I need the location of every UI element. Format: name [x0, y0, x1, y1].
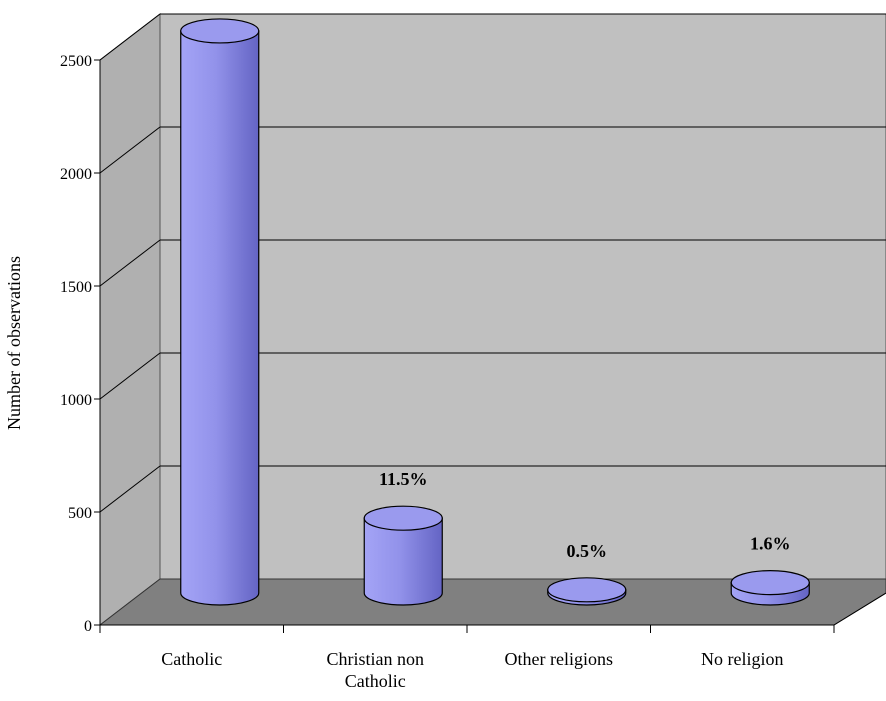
bar	[730, 570, 810, 606]
bar-body	[363, 517, 443, 606]
bar	[180, 18, 260, 606]
y-axis-title: Number of observations	[4, 256, 24, 430]
y-tick-label: 500	[68, 505, 92, 522]
gridline-side	[99, 13, 161, 61]
data-labels: 86.4% 11.5% 0.5% 1.6%	[195, 0, 791, 561]
data-label: 1.6%	[750, 534, 791, 554]
bars	[180, 18, 810, 606]
gridline-side	[99, 126, 161, 174]
back-wall	[159, 13, 886, 580]
data-label: 0.5%	[567, 541, 608, 561]
y-tick-label: 1500	[60, 279, 92, 296]
chart-walls	[98, 12, 886, 627]
y-tick-label: 1000	[60, 392, 92, 409]
y-tick-label: 0	[84, 618, 92, 635]
x-tick-label: Other religions	[505, 649, 613, 669]
bar	[547, 577, 627, 606]
gridline-side	[99, 352, 161, 400]
bar	[363, 505, 443, 606]
bar-body	[180, 30, 260, 606]
gridlines	[99, 13, 886, 513]
bar-top	[363, 505, 443, 531]
x-tick-label: Christian non Catholic	[327, 649, 425, 691]
bar-top	[730, 570, 810, 596]
data-label: 86.4%	[195, 0, 245, 2]
gridline-side	[99, 465, 161, 513]
y-tick-label: 2000	[60, 166, 92, 183]
x-axis: Catholic Christian non Catholic Other relig…	[99, 592, 886, 691]
y-tick-label: 2500	[60, 53, 92, 70]
data-label: 11.5%	[379, 469, 428, 489]
side-wall	[99, 12, 161, 627]
x-axis-depth-line	[833, 592, 886, 626]
bar-top	[547, 577, 627, 603]
x-tick-label: No religion	[701, 649, 784, 669]
x-tick-label: Catholic	[161, 649, 222, 669]
bar-top	[180, 18, 260, 44]
y-axis: 0 500 1000 1500 2000 2500	[60, 53, 101, 635]
gridline-side	[99, 239, 161, 287]
